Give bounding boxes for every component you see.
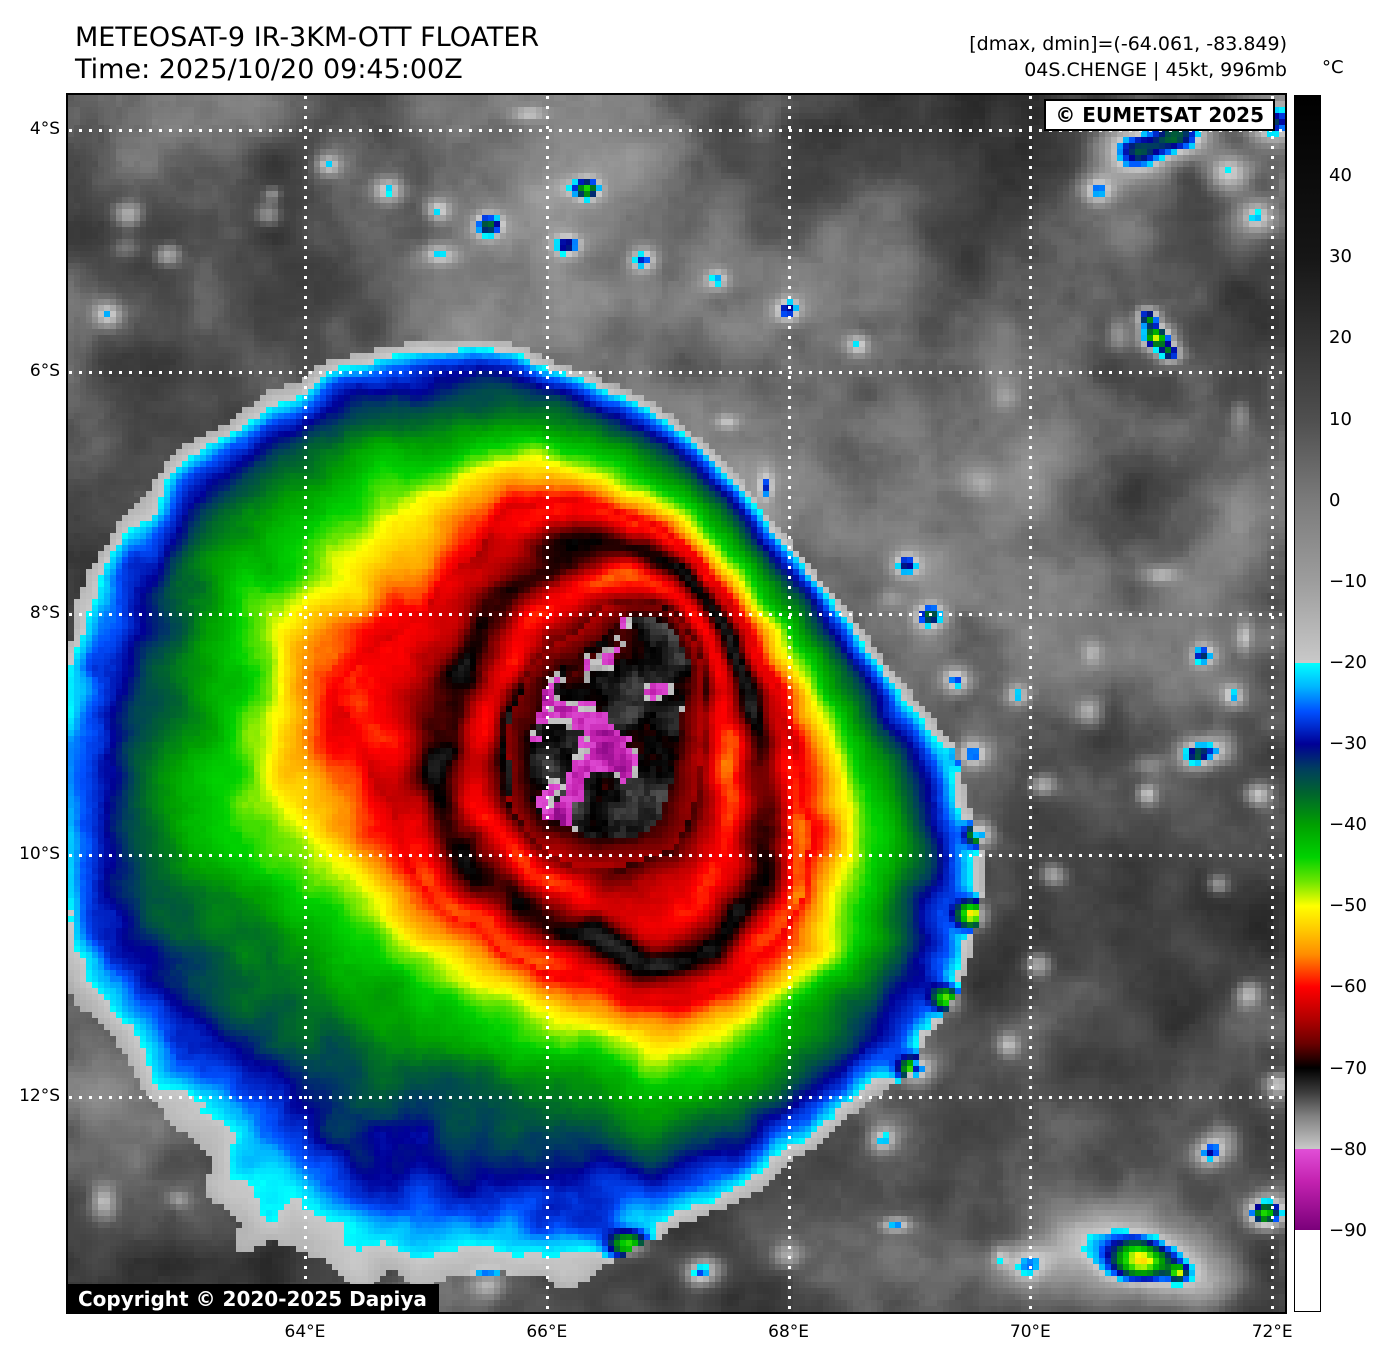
lon-label: 64°E	[284, 1322, 326, 1342]
satellite-map: © EUMETSAT 2025 Copyright © 2020-2025 Da…	[66, 93, 1287, 1314]
lon-label: 68°E	[768, 1322, 809, 1342]
colorbar-tick-label: 30	[1329, 246, 1352, 268]
lat-label: 4°S	[29, 119, 60, 140]
lat-label: 12°S	[19, 1086, 60, 1107]
satellite-image-canvas	[68, 95, 1285, 1312]
colorbar-tick-label: −80	[1329, 1138, 1367, 1160]
lat-label: 8°S	[29, 602, 60, 623]
colorbar	[1294, 95, 1321, 1312]
colorbar-tick-label: −90	[1329, 1219, 1367, 1241]
colorbar-unit-label: °C	[1322, 57, 1344, 78]
dmax-dmin-text: [dmax, dmin]=(-64.061, -83.849)	[969, 33, 1287, 55]
colorbar-tick-label: 40	[1329, 165, 1352, 187]
lat-label: 10°S	[19, 844, 60, 865]
colorbar-tick-label: −30	[1329, 733, 1367, 755]
colorbar-tick-label: 20	[1329, 327, 1352, 349]
colorbar-tick-label: −40	[1329, 814, 1367, 836]
colorbar-tick-label: −60	[1329, 976, 1367, 998]
lon-label: 66°E	[526, 1322, 568, 1342]
lon-label: 70°E	[1009, 1322, 1051, 1342]
colorbar-tick-label: 10	[1329, 408, 1352, 430]
lat-label: 6°S	[29, 360, 60, 381]
annotation-block: [dmax, dmin]=(-64.061, -83.849) 04S.CHEN…	[840, 31, 1287, 83]
storm-info-text: 04S.CHENGE | 45kt, 996mb	[1024, 59, 1287, 81]
eumetsat-badge: © EUMETSAT 2025	[1044, 99, 1275, 131]
product-time: Time: 2025/10/20 09:45:00Z	[75, 54, 463, 85]
colorbar-tick-label: −20	[1329, 651, 1367, 673]
colorbar-tick-label: 0	[1329, 489, 1341, 511]
dapiya-copyright: Copyright © 2020-2025 Dapiya	[66, 1284, 439, 1314]
colorbar-tick-label: −50	[1329, 895, 1367, 917]
product-title: METEOSAT-9 IR-3KM-OTT FLOATER	[75, 22, 540, 53]
lon-label: 72°E	[1251, 1322, 1293, 1342]
colorbar-tick-label: −70	[1329, 1057, 1367, 1079]
colorbar-tick-label: −10	[1329, 570, 1367, 592]
